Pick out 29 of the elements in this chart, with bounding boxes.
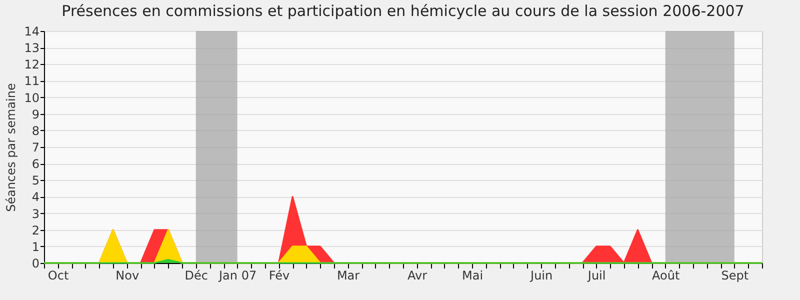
y-tick-label: 11 [24,74,40,88]
x-tick-label: Nov [116,268,140,282]
y-tick-label: 14 [24,24,40,38]
x-tick-label: Mai [462,268,484,282]
y-tick-label: 10 [24,90,40,105]
y-tick-label: 4 [32,190,40,204]
x-tick-label: Fév [268,268,290,282]
chart-title: Présences en commissions et participation en hémicycle au cours de la session 2006-2007 [62,2,744,20]
y-tick-label: 8 [32,124,40,138]
y-tick-label: 9 [32,107,40,122]
x-tick-label: Jan 07 [218,268,257,282]
y-tick-label: 7 [32,140,40,154]
y-tick-label: 2 [32,223,40,238]
x-tick-label: Août [652,268,680,282]
x-tick-label: Sept [721,268,749,282]
y-tick-label: 6 [32,157,40,172]
x-tick-label: Juin [530,268,553,282]
y-tick-label: 0 [32,256,40,270]
x-tick-label: Avr [408,268,428,282]
y-tick-label: 3 [32,206,40,221]
y-tick-label: 12 [24,58,40,72]
y-tick-label: 5 [32,174,40,188]
x-tick-label: Oct [48,268,69,282]
y-axis-title: Séances par semaine [4,83,18,212]
x-tick-label: Déc [184,268,208,282]
x-tick-label: Mar [336,268,360,282]
y-tick-label: 1 [32,240,40,254]
y-tick-label: 13 [24,41,40,56]
x-tick-label: Juil [586,268,606,282]
